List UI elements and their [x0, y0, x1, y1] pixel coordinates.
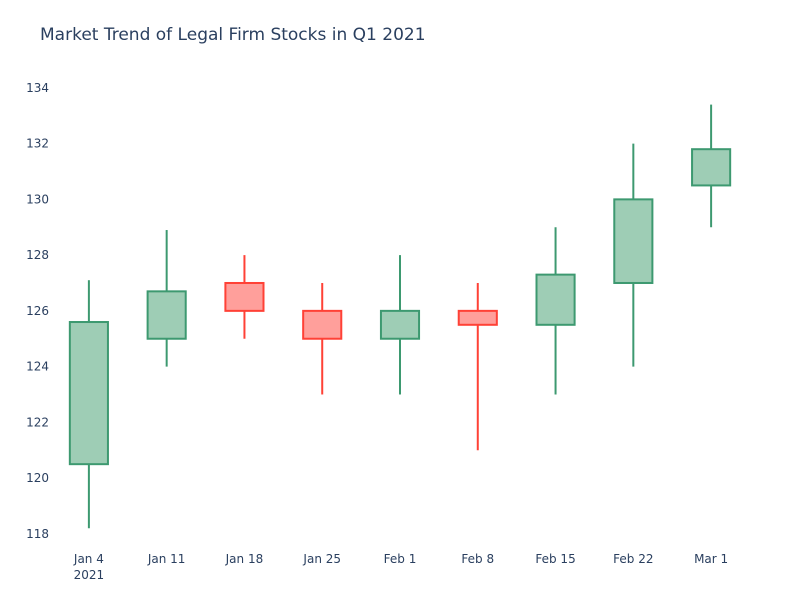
y-tick-label: 132: [26, 137, 49, 151]
candle: [457, 282, 498, 451]
candle-body: [68, 321, 109, 466]
x-tick-label: Feb 1: [384, 552, 417, 566]
candle: [224, 255, 265, 339]
x-tick-label: Jan 25: [302, 552, 341, 566]
y-tick-label: 124: [26, 360, 49, 374]
candle-body: [224, 281, 265, 312]
candle-body: [457, 309, 498, 326]
x-tick-label: Jan 11: [147, 552, 186, 566]
candle-body: [302, 309, 343, 340]
candle-body: [535, 273, 576, 326]
x-year-label: 2021: [74, 568, 105, 582]
candles: [68, 104, 732, 529]
candle: [535, 227, 576, 395]
y-tick-label: 118: [26, 527, 49, 541]
candle: [146, 230, 187, 367]
candle-body: [379, 309, 421, 340]
candle-body: [691, 148, 732, 187]
y-tick-label: 122: [26, 415, 49, 429]
x-axis: Jan 4 Jan 11 Jan 18 Jan 25 Feb 1 Feb 8 Feb 15 F…: [73, 552, 728, 582]
candle-body: [146, 290, 187, 340]
y-tick-label: 126: [26, 304, 49, 318]
y-tick-label: 130: [26, 192, 49, 206]
candle: [379, 255, 421, 395]
candle: [68, 280, 109, 529]
x-tick-label: Feb 22: [613, 552, 653, 566]
chart-title: Market Trend of Legal Firm Stocks in Q1 …: [40, 25, 426, 45]
y-tick-label: 134: [26, 81, 49, 95]
candle: [613, 143, 654, 367]
y-tick-label: 128: [26, 248, 49, 262]
candle: [302, 282, 343, 395]
x-tick-label: Jan 18: [225, 552, 264, 566]
y-tick-label: 120: [26, 471, 49, 485]
x-tick-label: Feb 8: [461, 552, 494, 566]
x-tick-label: Feb 15: [535, 552, 575, 566]
x-tick-label: Mar 1: [694, 552, 728, 566]
candle-body: [613, 198, 654, 284]
candle: [691, 104, 732, 228]
y-axis: 118 120 122 124 126 128 130 132 134: [26, 81, 49, 541]
x-tick-label: Jan 4: [73, 552, 104, 566]
